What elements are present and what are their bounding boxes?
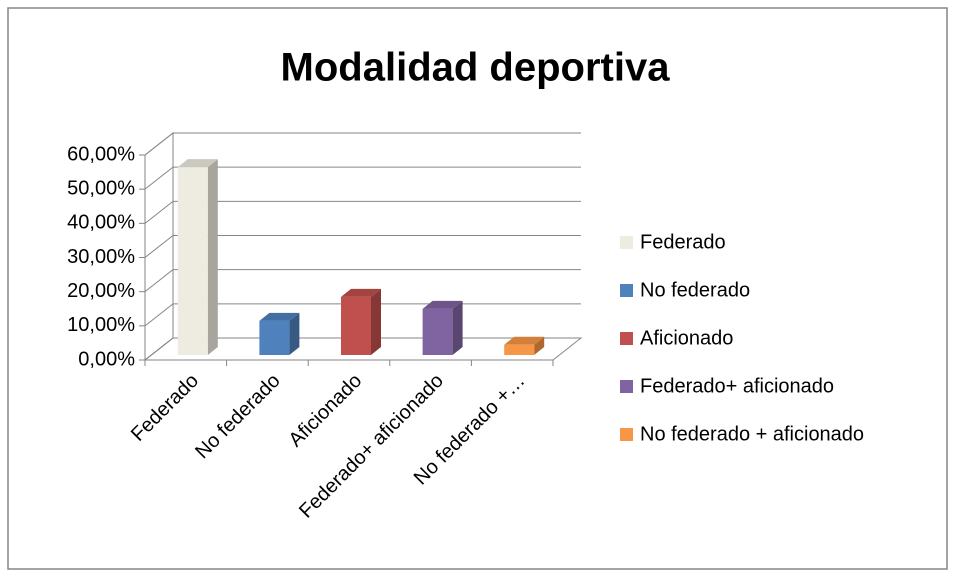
bar	[341, 296, 371, 355]
y-tick-label: 50,00%	[67, 177, 135, 199]
grid-line	[144, 269, 581, 293]
chart-border	[7, 7, 948, 570]
legend-swatch	[620, 236, 633, 249]
bar-top	[504, 336, 545, 345]
legend-label: No federado + aficionado	[640, 423, 864, 445]
legend-swatch	[620, 284, 633, 297]
legend-label: Aficionado	[640, 327, 733, 349]
bar	[422, 308, 453, 355]
legend-swatch	[620, 380, 633, 393]
bar-top	[341, 288, 381, 297]
bar-side	[207, 159, 218, 355]
grid-line	[144, 132, 581, 156]
legend-label: No federado	[640, 279, 750, 301]
bar-side	[452, 300, 463, 355]
legend-label: Federado+ aficionado	[640, 375, 834, 397]
y-tick-label: 40,00%	[67, 212, 135, 234]
bar-top	[259, 312, 300, 321]
grid-line	[144, 166, 581, 190]
bar	[259, 320, 290, 355]
bar-top	[177, 159, 218, 168]
bar-side	[371, 288, 381, 355]
chart-title: Modalidad deportiva	[281, 46, 671, 90]
y-tick-label: 10,00%	[67, 314, 135, 336]
bar-top	[422, 300, 463, 309]
legend-swatch	[620, 428, 633, 441]
y-tick-label: 20,00%	[67, 280, 135, 302]
y-tick-label: 30,00%	[67, 246, 135, 268]
bar-side	[534, 336, 545, 355]
legend-swatch	[620, 332, 633, 345]
bar-side	[289, 312, 300, 355]
grid-line	[144, 200, 581, 224]
legend-label: Federado	[640, 231, 726, 253]
bar	[177, 167, 208, 355]
bar	[504, 344, 535, 355]
y-tick-label: 60,00%	[67, 143, 135, 165]
grid-line	[144, 235, 581, 258]
y-tick-label: 0,00%	[78, 348, 135, 370]
